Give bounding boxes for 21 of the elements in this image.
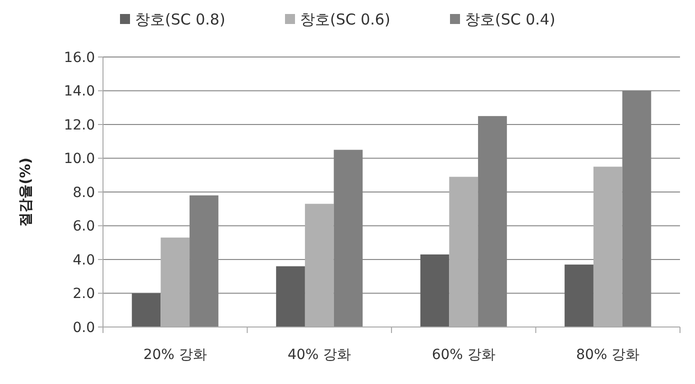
y-tick-label: 2.0 <box>72 286 95 302</box>
legend-label: 창호(SC 0.4) <box>465 10 556 28</box>
y-axis-title: 절감율(%) <box>18 158 34 226</box>
y-tick-label: 10.0 <box>64 151 95 168</box>
y-tick-label: 0.0 <box>72 320 95 336</box>
x-tick-label: 80% 강화 <box>576 347 640 363</box>
y-tick-label: 6.0 <box>72 218 95 235</box>
y-tick-label: 4.0 <box>72 252 95 268</box>
bar <box>276 266 305 327</box>
x-tick-label: 40% 강화 <box>288 347 352 363</box>
y-tick-label: 14.0 <box>64 84 95 100</box>
y-tick-label: 8.0 <box>72 184 95 201</box>
x-tick-label: 20% 강화 <box>143 347 207 363</box>
bar <box>564 264 594 327</box>
legend-label: 창호(SC 0.6) <box>300 10 390 28</box>
y-tick-label: 12.0 <box>64 117 95 134</box>
legend-label: 창호(SC 0.8) <box>135 10 226 28</box>
bar <box>420 254 450 327</box>
bar <box>132 293 161 327</box>
y-tick-label: 16.0 <box>64 50 95 66</box>
x-tick-label: 60% 강화 <box>432 347 496 363</box>
